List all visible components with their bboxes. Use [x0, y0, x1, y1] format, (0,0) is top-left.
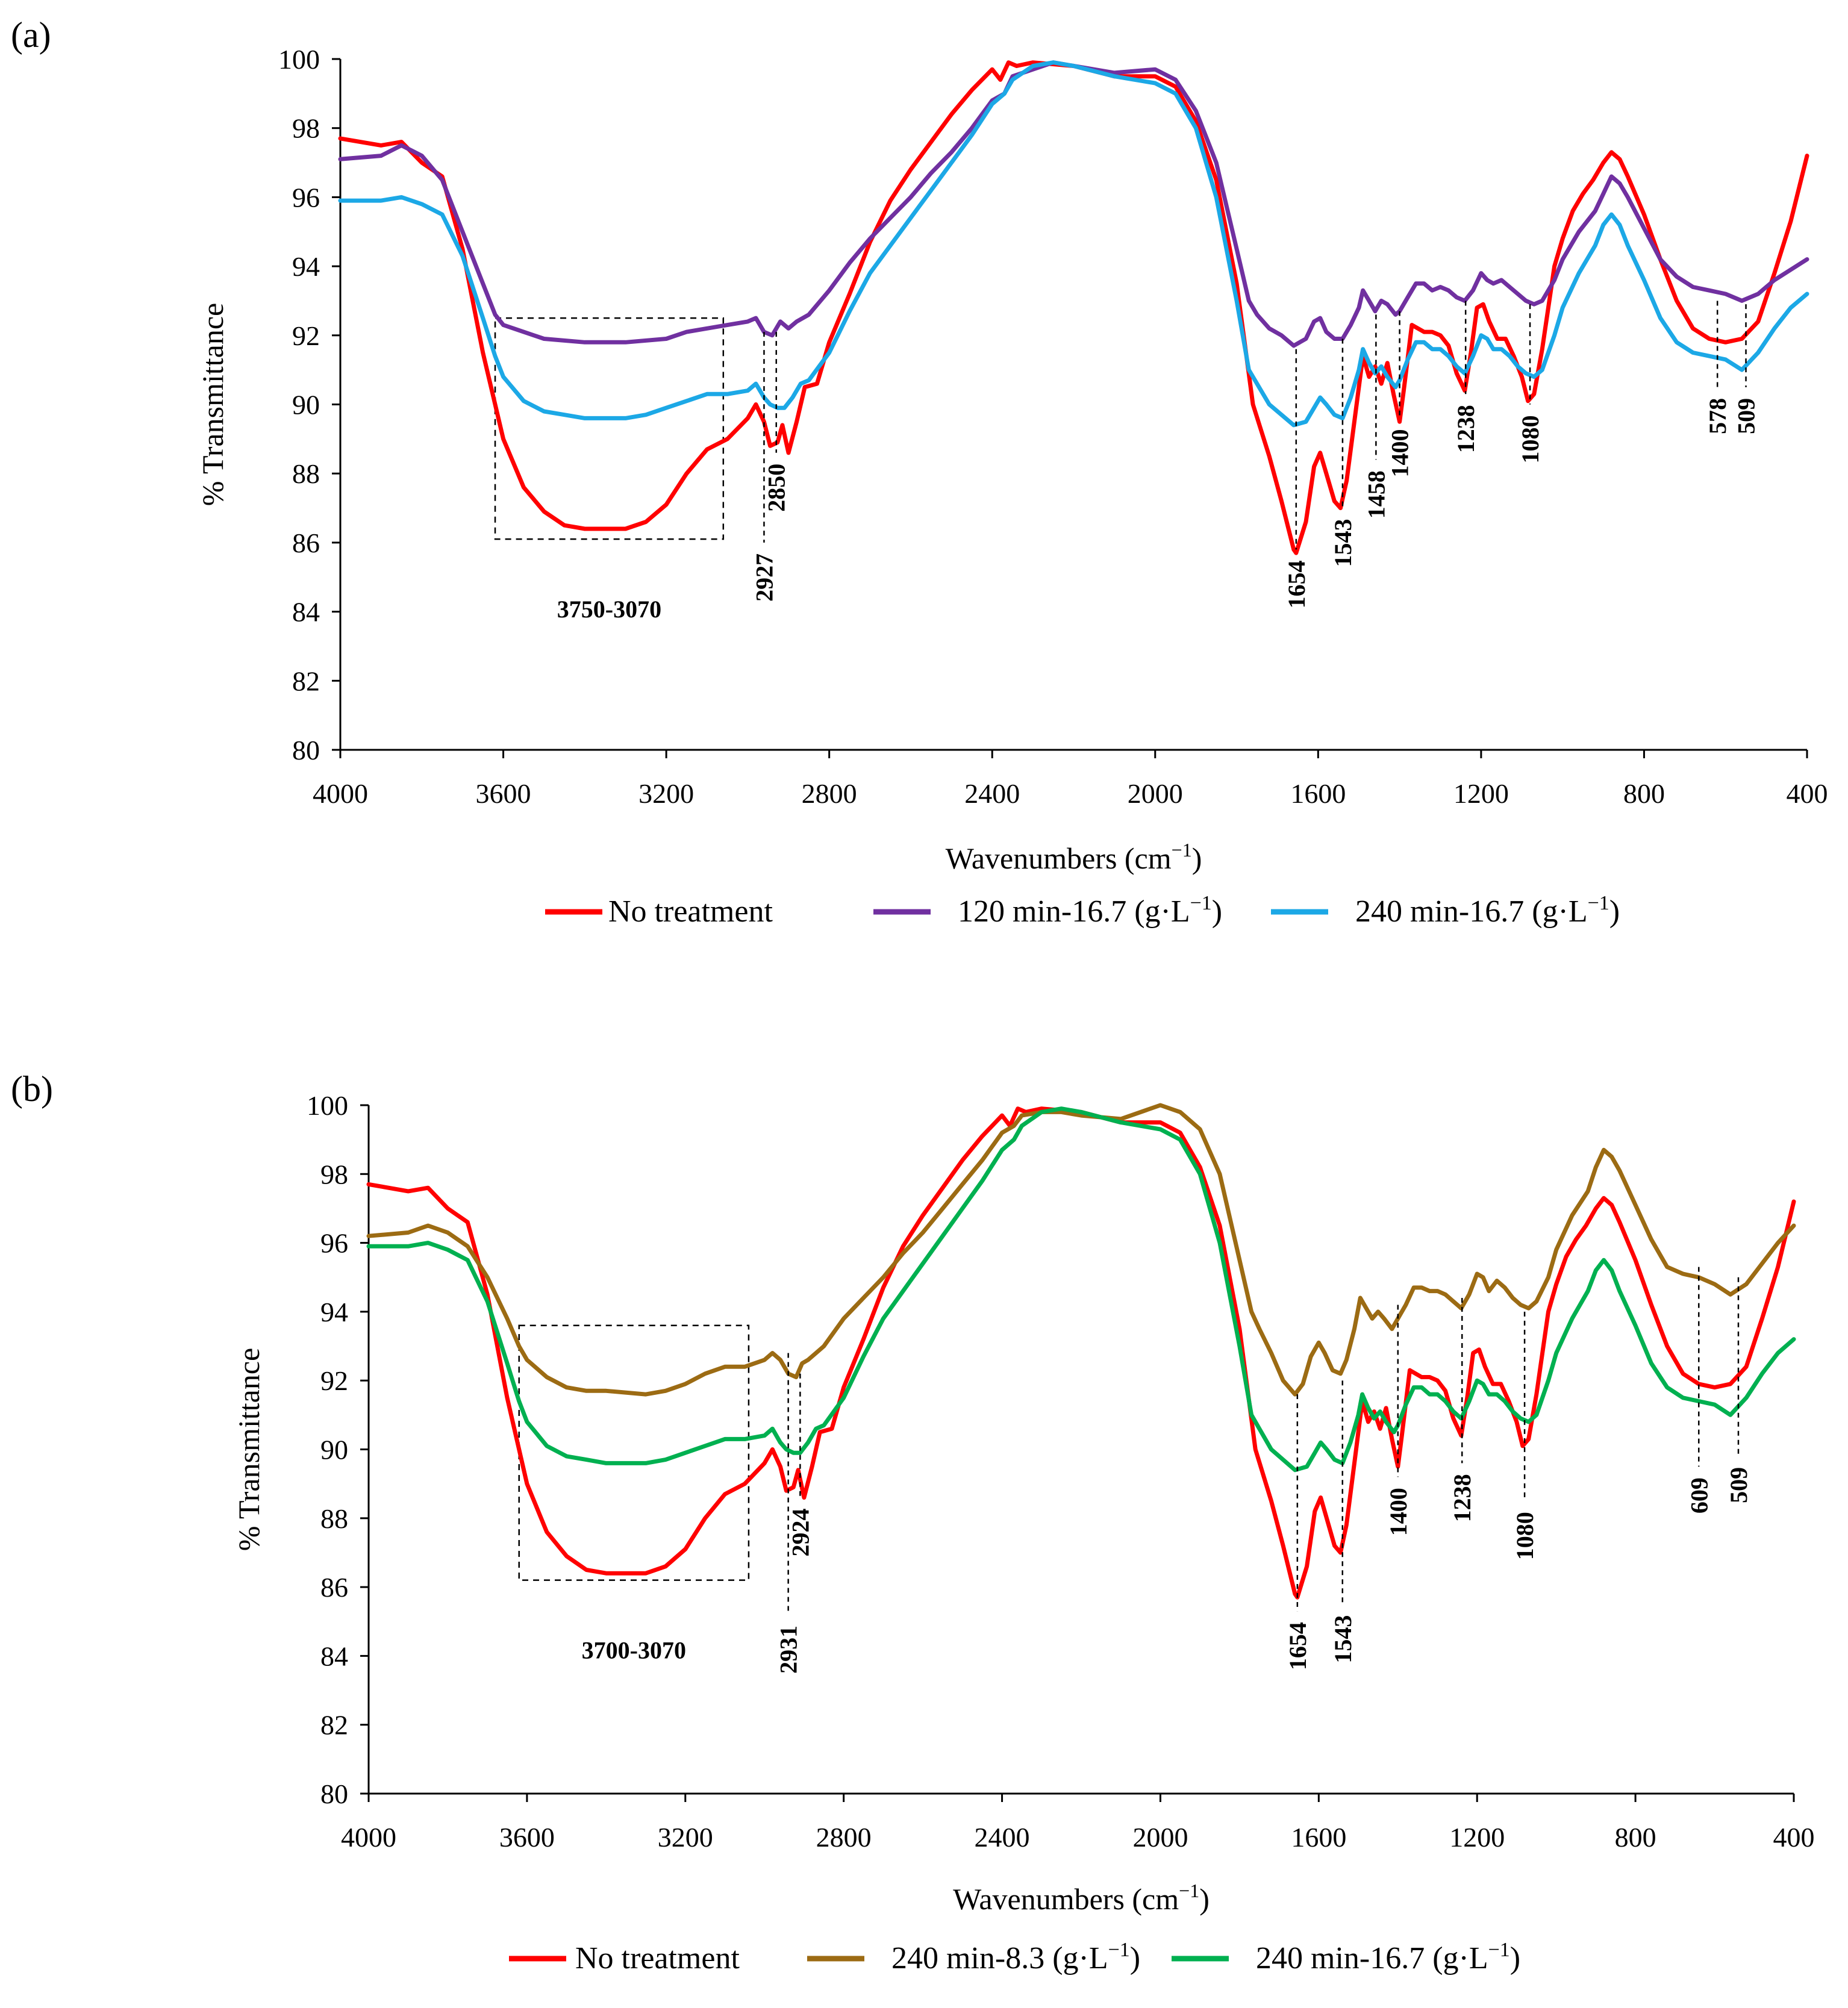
peak-label: 509 — [1725, 1467, 1752, 1503]
peak-label: 1400 — [1387, 429, 1414, 477]
x-tick-label: 800 — [1623, 778, 1665, 809]
peak-label: 2927 — [751, 553, 778, 602]
x-tick-label: 1600 — [1291, 1822, 1346, 1853]
y-tick-label: 100 — [278, 44, 320, 75]
y-tick-label: 86 — [320, 1572, 348, 1603]
y-tick-label: 94 — [320, 1297, 348, 1327]
y-tick-label: 90 — [292, 390, 320, 420]
peak-label: 509 — [1733, 398, 1760, 434]
x-tick-label: 400 — [1787, 778, 1828, 809]
series-line-no-treatment — [338, 60, 1809, 555]
region-box-label: 3750-3070 — [557, 596, 661, 623]
series-line-240-min-16-7-g-l-1 — [338, 60, 1809, 428]
x-tick-label: 2800 — [802, 778, 857, 809]
legend-label: 240 min-8.3 (g·L−1) — [891, 1939, 1140, 1975]
x-axis-title: Wavenumbers (cm−1) — [946, 839, 1202, 875]
peak-label: 1080 — [1511, 1512, 1538, 1560]
peak-label: 2924 — [787, 1509, 814, 1557]
x-tick-label: 4000 — [341, 1822, 396, 1853]
y-tick-label: 80 — [320, 1779, 348, 1809]
y-tick-label: 96 — [292, 182, 320, 213]
legend-label: No treatment — [608, 894, 773, 929]
x-tick-label: 4000 — [313, 778, 368, 809]
peak-label: 1238 — [1452, 405, 1479, 453]
series-line-120-min-16-7-g-l-1 — [338, 60, 1809, 348]
y-tick-label: 82 — [320, 1710, 348, 1741]
y-tick-label: 80 — [292, 735, 320, 765]
series-line-240-min-16-7-g-l-1 — [366, 1106, 1796, 1473]
x-tick-label: 2000 — [1128, 778, 1183, 809]
peak-label: 2850 — [763, 464, 790, 512]
y-tick-label: 98 — [320, 1159, 348, 1190]
legend: No treatment 120 min-16.7 (g·L−1) 240 min-… — [545, 892, 1620, 929]
y-tick-label: 86 — [292, 528, 320, 558]
panel-label: (b) — [11, 1069, 53, 1109]
y-tick-label: 88 — [292, 458, 320, 489]
x-tick-label: 1200 — [1449, 1822, 1505, 1853]
peak-label: 1543 — [1329, 519, 1356, 567]
region-box — [518, 1324, 750, 1581]
x-tick-label: 2000 — [1132, 1822, 1188, 1853]
peak-label: 1654 — [1283, 560, 1310, 608]
x-tick-label: 2800 — [816, 1822, 872, 1853]
legend-label: 240 min-16.7 (g·L−1) — [1355, 892, 1620, 929]
y-tick-label: 88 — [320, 1503, 348, 1534]
x-tick-label: 2400 — [964, 778, 1020, 809]
peak-label: 609 — [1685, 1477, 1712, 1514]
x-tick-label: 1600 — [1290, 778, 1346, 809]
y-tick-label: 84 — [320, 1641, 348, 1671]
x-tick-label: 3200 — [658, 1822, 713, 1853]
y-tick-label: 100 — [307, 1090, 348, 1121]
peak-label: 2931 — [775, 1626, 802, 1674]
x-tick-label: 800 — [1615, 1822, 1656, 1853]
legend-label: 240 min-16.7 (g·L−1) — [1256, 1939, 1520, 1975]
x-axis-title: Wavenumbers (cm−1) — [953, 1880, 1210, 1916]
peak-label: 1238 — [1449, 1474, 1476, 1522]
peak-label: 1080 — [1517, 416, 1544, 464]
legend-label: No treatment — [575, 1941, 740, 1975]
y-tick-label: 82 — [292, 666, 320, 696]
panel-label: (a) — [11, 15, 51, 55]
y-tick-label: 90 — [320, 1435, 348, 1465]
series-line-no-treatment — [366, 1106, 1796, 1600]
x-tick-label: 3600 — [476, 778, 531, 809]
peak-label: 1400 — [1385, 1488, 1412, 1536]
peak-label: 1458 — [1363, 470, 1390, 519]
x-tick-label: 1200 — [1453, 778, 1509, 809]
x-tick-label: 3600 — [499, 1822, 555, 1853]
peak-label: 1543 — [1329, 1615, 1356, 1663]
series-line-240-min-8-3-g-l-1 — [366, 1103, 1796, 1397]
y-axis-title: % Transmittance — [232, 1348, 266, 1551]
y-tick-label: 92 — [320, 1365, 348, 1396]
legend-label: 120 min-16.7 (g·L−1) — [958, 892, 1222, 929]
x-tick-label: 3200 — [638, 778, 694, 809]
y-tick-label: 96 — [320, 1228, 348, 1259]
legend: No treatment 240 min-8.3 (g·L−1) 240 min-1… — [509, 1939, 1520, 1975]
peak-label: 578 — [1704, 398, 1731, 434]
panel-a: (a) 80 82 84 86 88 90 92 94 96 98 100 4000 3600 3200 28… — [11, 15, 1828, 929]
region-box-label: 3700-3070 — [582, 1637, 686, 1664]
y-tick-label: 84 — [292, 597, 320, 628]
y-tick-label: 98 — [292, 113, 320, 144]
panel-b: (b) 80 82 84 86 88 90 92 94 96 98 100 4000 3600 3200 28… — [11, 1069, 1815, 1975]
x-tick-label: 2400 — [975, 1822, 1030, 1853]
peak-label: 1654 — [1284, 1622, 1311, 1670]
y-axis-title: % Transmittance — [196, 303, 229, 506]
region-box — [494, 317, 725, 540]
y-tick-label: 92 — [292, 320, 320, 351]
x-tick-label: 400 — [1773, 1822, 1815, 1853]
y-tick-label: 94 — [292, 251, 320, 282]
